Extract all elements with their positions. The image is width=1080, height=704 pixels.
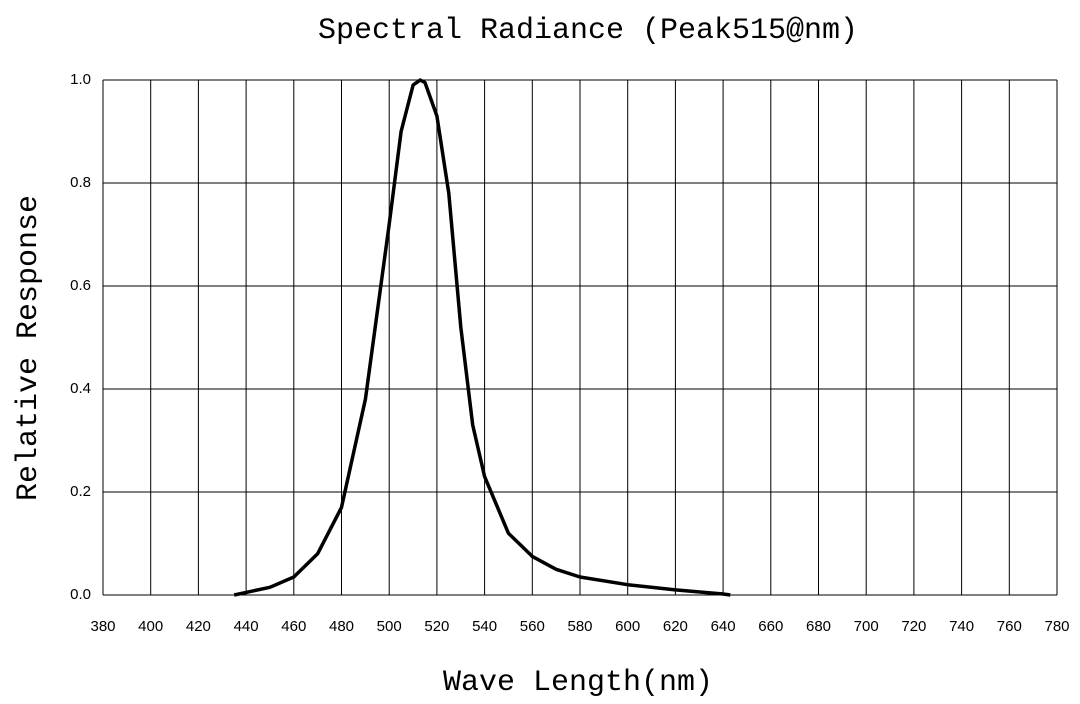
y-tick-label: 0.6 [70, 277, 91, 294]
x-tick-label: 500 [377, 618, 402, 635]
x-axis-label: Wave Length(nm) [443, 666, 713, 700]
x-tick-label: 740 [949, 618, 974, 635]
y-tick-label: 0.0 [70, 586, 91, 603]
x-tick-label: 620 [663, 618, 688, 635]
chart-title: Spectral Radiance (Peak515@nm) [318, 14, 858, 48]
x-tick-label: 700 [854, 618, 879, 635]
x-tick-label: 600 [615, 618, 640, 635]
x-tick-label: 520 [424, 618, 449, 635]
x-tick-label: 580 [567, 618, 592, 635]
x-tick-label: 660 [758, 618, 783, 635]
y-tick-label: 0.2 [70, 483, 91, 500]
x-tick-label: 380 [90, 618, 115, 635]
y-tick-label: 0.8 [70, 174, 91, 191]
x-tick-label: 420 [186, 618, 211, 635]
x-tick-label: 460 [281, 618, 306, 635]
x-tick-label: 540 [472, 618, 497, 635]
x-tick-label: 760 [997, 618, 1022, 635]
x-tick-label: 780 [1044, 618, 1069, 635]
x-tick-label: 480 [329, 618, 354, 635]
x-tick-label: 440 [234, 618, 259, 635]
y-axis-label: Relative Response [12, 195, 46, 501]
y-tick-label: 0.4 [70, 380, 91, 397]
x-tick-label: 400 [138, 618, 163, 635]
y-tick-label: 1.0 [70, 71, 91, 88]
x-tick-label: 680 [806, 618, 831, 635]
x-tick-label: 720 [901, 618, 926, 635]
x-tick-label: 640 [711, 618, 736, 635]
line-series [233, 78, 731, 597]
x-tick-label: 560 [520, 618, 545, 635]
